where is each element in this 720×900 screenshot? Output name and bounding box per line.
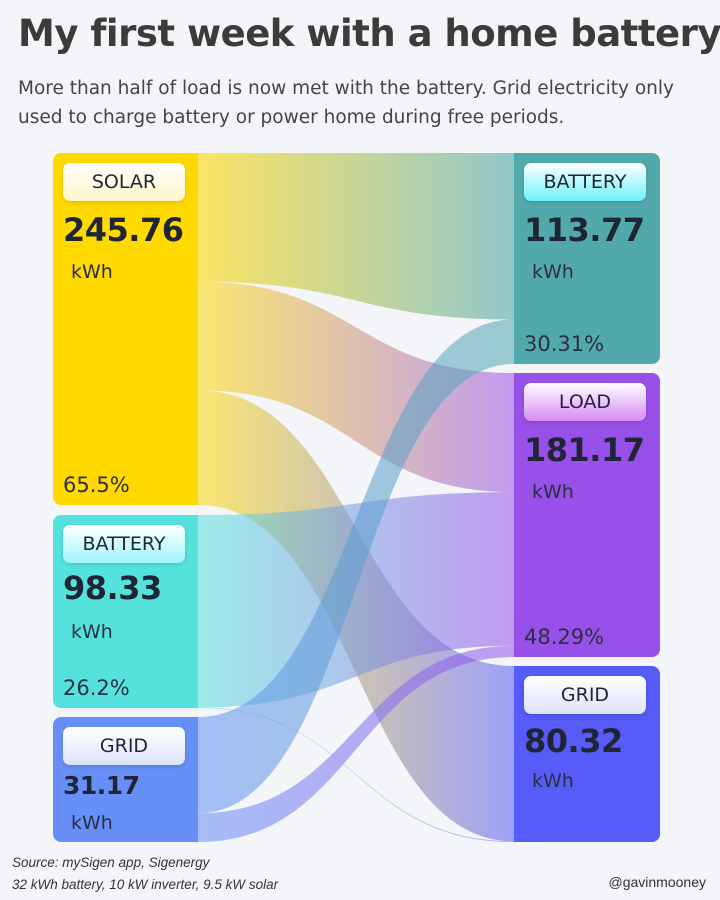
node-percent: 65.5% [63, 473, 130, 497]
node-value: 245.76 [63, 211, 184, 249]
flow-battery-to-grid [198, 707, 514, 842]
source-text: Source: mySigen app, Sigenergy [12, 855, 210, 870]
node-percent: 26.2% [63, 676, 130, 700]
node-unit: kWh [532, 481, 574, 503]
page-title: My first week with a home battery [18, 12, 720, 55]
node-src-battery: BATTERY 98.33 kWh 26.2% [53, 515, 199, 708]
node-dst-grid: GRID 80.32 kWh [514, 666, 660, 842]
node-unit: kWh [71, 261, 113, 283]
flow-grid-to-battery [198, 319, 514, 814]
node-value: 31.17 [63, 771, 140, 800]
node-src-solar: SOLAR 245.76 kWh 65.5% [53, 153, 199, 505]
node-value: 113.77 [524, 211, 645, 249]
node-percent: 30.31% [524, 332, 605, 356]
node-value: 98.33 [63, 569, 162, 607]
node-unit: kWh [532, 261, 574, 283]
node-unit: kWh [71, 812, 113, 834]
node-dst-battery: BATTERY 113.77 kWh 30.31% [514, 153, 660, 364]
node-value: 181.17 [524, 431, 645, 469]
node-label-pill: BATTERY [63, 525, 185, 563]
node-label-pill: GRID [63, 727, 185, 765]
node-label-pill: GRID [524, 676, 646, 714]
node-unit: kWh [532, 770, 574, 792]
node-src-grid: GRID 31.17 kWh [53, 717, 199, 842]
node-label-pill: BATTERY [524, 163, 646, 201]
specs-text: 32 kWh battery, 10 kW inverter, 9.5 kW s… [12, 877, 279, 892]
node-label-pill: SOLAR [63, 163, 185, 201]
flow-solar-to-load [198, 281, 514, 493]
flow-battery-to-load [198, 492, 514, 708]
author-credit: @gavinmooney [608, 874, 707, 890]
flow-grid-to-load [198, 645, 514, 842]
node-dst-load: LOAD 181.17 kWh 48.29% [514, 373, 660, 657]
node-label-pill: LOAD [524, 383, 646, 421]
node-value: 80.32 [524, 722, 623, 760]
page-subtitle: More than half of load is now met with t… [18, 78, 674, 128]
node-unit: kWh [71, 621, 113, 643]
flow-solar-to-battery [198, 153, 514, 320]
node-percent: 48.29% [524, 625, 605, 649]
footer-source: Source: mySigen app, Sigenergy 32 kWh ba… [12, 852, 278, 896]
